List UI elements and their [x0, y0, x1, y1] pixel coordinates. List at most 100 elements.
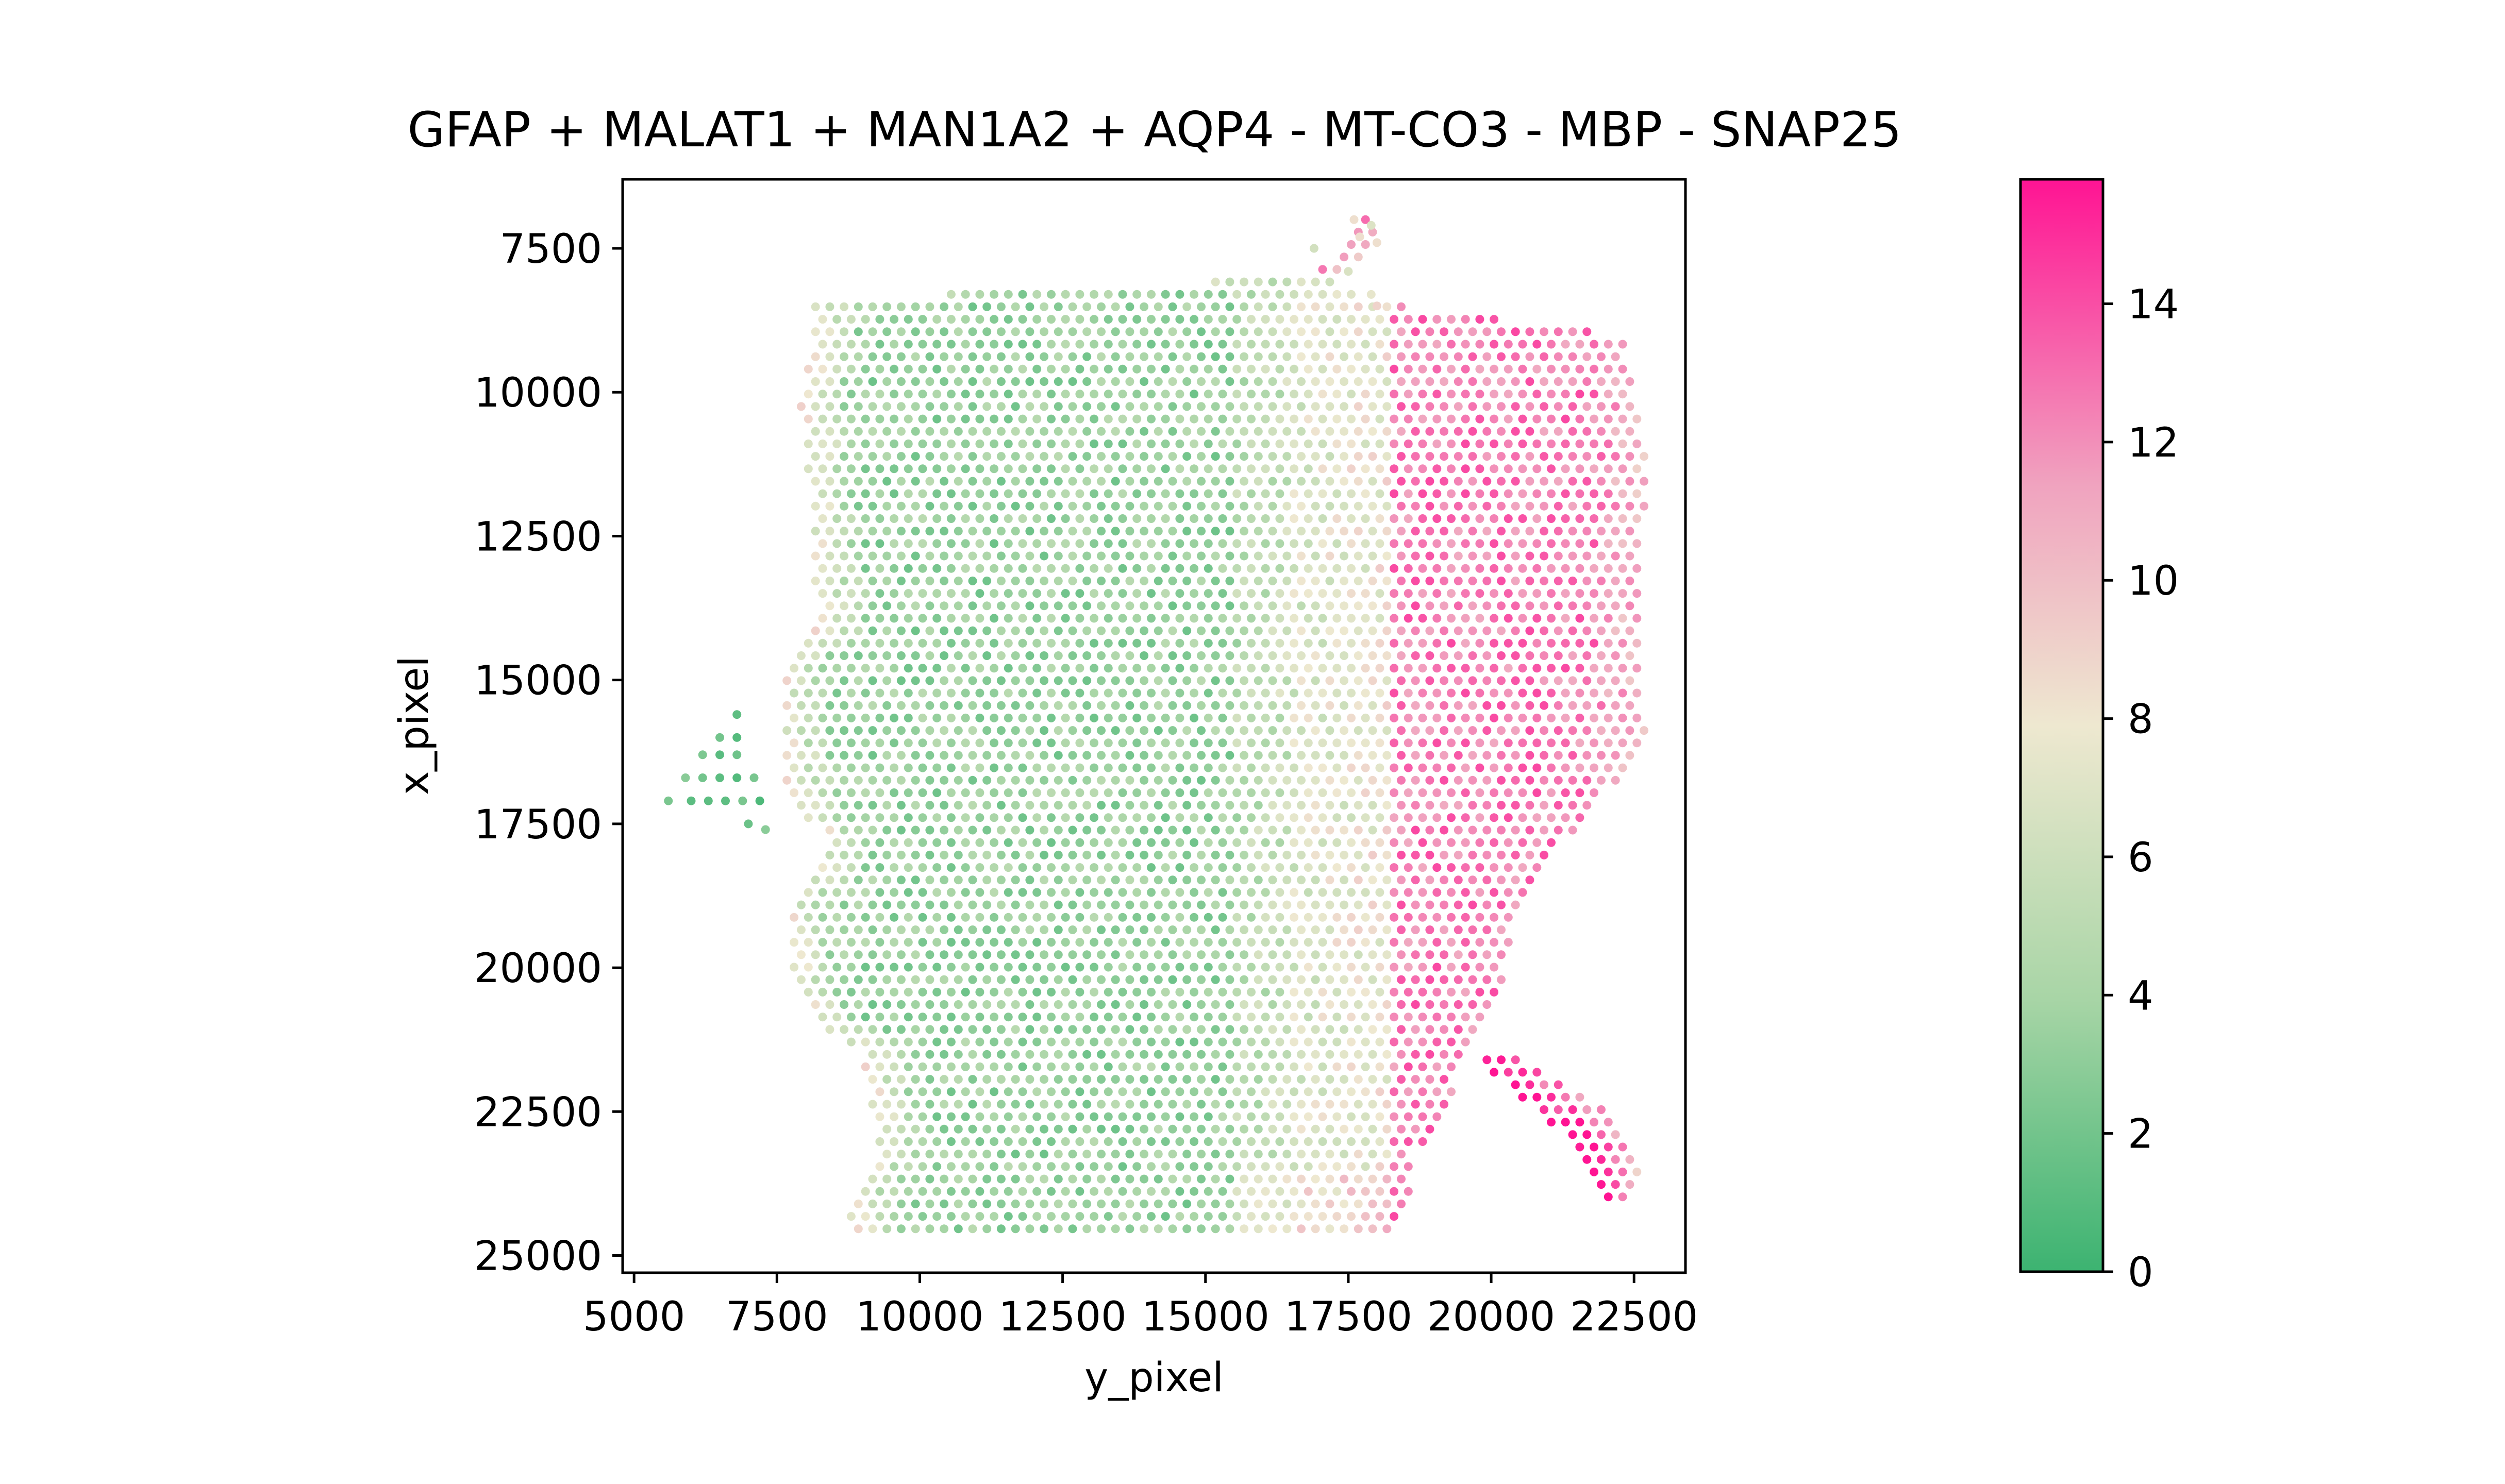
spot	[1375, 414, 1384, 424]
spot	[1011, 975, 1020, 984]
spot	[996, 950, 1006, 959]
spot	[961, 614, 970, 623]
spot	[1068, 327, 1077, 336]
spot	[1597, 452, 1606, 461]
spot	[1318, 688, 1327, 698]
spot	[911, 850, 920, 859]
spot	[875, 1212, 884, 1221]
spot	[982, 900, 992, 909]
spot	[1090, 963, 1099, 972]
spot	[825, 975, 834, 984]
spot	[918, 763, 927, 772]
spot	[975, 414, 984, 424]
spot	[832, 489, 842, 498]
spot	[1247, 364, 1256, 374]
spot	[1268, 850, 1277, 859]
spot	[1054, 775, 1063, 785]
spot	[1111, 1174, 1120, 1184]
spot	[1118, 638, 1127, 648]
spot	[868, 377, 877, 386]
spot	[954, 626, 963, 635]
spot	[1382, 352, 1392, 361]
spot	[846, 888, 856, 897]
spot	[1318, 489, 1327, 498]
spot	[990, 364, 999, 374]
spot	[875, 713, 884, 722]
spot	[846, 1013, 856, 1022]
spot	[968, 501, 977, 511]
spot	[911, 875, 920, 885]
spot	[1518, 813, 1527, 822]
spot	[1454, 751, 1463, 760]
spot	[1368, 676, 1377, 685]
spot	[1240, 825, 1249, 835]
spot	[1147, 664, 1156, 673]
spot	[918, 464, 927, 474]
spot	[1404, 390, 1413, 399]
spot	[1361, 888, 1370, 897]
spot	[890, 539, 899, 548]
spot	[1482, 676, 1492, 685]
spot	[1490, 514, 1499, 523]
spot	[1318, 1137, 1327, 1146]
spot	[1454, 551, 1463, 561]
spot	[825, 875, 834, 885]
spot	[846, 1212, 856, 1221]
spot	[1290, 489, 1299, 498]
spot	[925, 850, 934, 859]
spot	[796, 950, 806, 959]
spot	[1582, 1105, 1592, 1114]
spot	[1061, 813, 1070, 822]
spot	[975, 688, 984, 698]
spot	[1118, 414, 1127, 424]
spot	[1311, 477, 1320, 486]
spot	[1504, 364, 1513, 374]
spot	[990, 738, 999, 748]
spot	[1197, 1050, 1206, 1059]
spot	[1432, 1037, 1442, 1047]
spot	[1468, 825, 1477, 835]
spot	[1140, 1025, 1149, 1034]
spot	[1540, 676, 1549, 685]
spot	[790, 963, 799, 972]
spot	[875, 1037, 884, 1047]
spot	[1075, 938, 1084, 947]
spot	[990, 913, 999, 922]
spot	[1368, 452, 1377, 461]
spot	[868, 1000, 877, 1009]
spot	[1175, 1162, 1184, 1171]
spot	[1297, 352, 1306, 361]
spot	[1361, 813, 1370, 822]
spot	[1611, 452, 1620, 461]
spot	[1068, 1025, 1077, 1034]
spot	[1211, 1174, 1220, 1184]
spot	[1147, 364, 1156, 374]
spot	[1390, 1087, 1399, 1097]
spot	[1225, 352, 1234, 361]
spot	[1375, 439, 1384, 448]
spot	[890, 838, 899, 847]
spot	[1390, 1037, 1399, 1047]
spot	[990, 1013, 999, 1022]
spot	[1311, 1025, 1320, 1034]
spot	[1597, 352, 1606, 361]
spot	[1482, 551, 1492, 561]
spot	[1604, 464, 1613, 474]
spot	[796, 651, 806, 660]
spot	[1618, 614, 1627, 623]
spot	[1190, 315, 1199, 324]
spot	[975, 1013, 984, 1022]
spot	[1125, 601, 1134, 611]
spot	[1540, 751, 1549, 760]
spot	[1390, 938, 1399, 947]
spot	[1018, 614, 1027, 623]
spot	[1482, 925, 1492, 934]
spot	[1397, 327, 1406, 336]
spot	[1618, 489, 1627, 498]
spot	[1097, 1199, 1106, 1208]
spot	[961, 1212, 970, 1221]
spot	[1247, 987, 1256, 997]
spot	[1597, 1105, 1606, 1114]
spot	[1418, 390, 1427, 399]
spot	[1504, 589, 1513, 598]
